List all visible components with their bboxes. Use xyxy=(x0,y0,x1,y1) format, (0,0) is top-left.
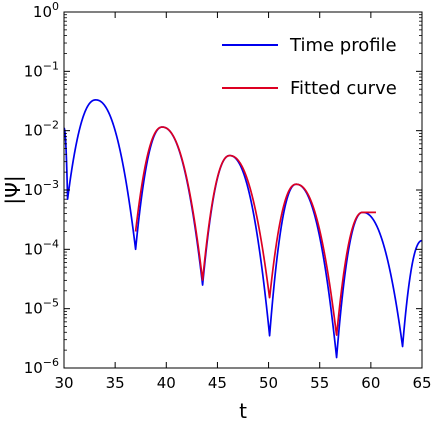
x-tick-label: 35 xyxy=(106,374,125,392)
y-axis: 100 10−1 10−2 10−3 10−4 10−5 10−6 xyxy=(24,0,422,377)
x-tick-label: 30 xyxy=(54,374,73,392)
x-tick-label: 65 xyxy=(412,374,431,392)
y-tick-label: 100 xyxy=(33,0,59,21)
y-tick-label: 10−1 xyxy=(24,59,59,80)
x-tick-label: 45 xyxy=(208,374,227,392)
y-tick-label: 10−4 xyxy=(24,237,59,258)
x-tick-label: 40 xyxy=(157,374,176,392)
legend-label: Time profile xyxy=(289,35,397,56)
series-line-fitted-curve xyxy=(134,126,377,336)
y-axis-label: |Ψ| xyxy=(1,175,25,204)
legend: Time profile Fitted curve xyxy=(222,35,397,99)
x-tick-label: 50 xyxy=(259,374,278,392)
series-layer xyxy=(64,99,422,359)
x-tick-label: 55 xyxy=(310,374,329,392)
legend-label: Fitted curve xyxy=(290,78,397,99)
y-tick-label: 10−2 xyxy=(24,119,59,140)
x-axis-label: t xyxy=(239,399,247,423)
x-axis: 30 35 40 45 50 55 60 65 xyxy=(54,12,432,392)
x-tick-label: 60 xyxy=(361,374,380,392)
y-tick-label: 10−6 xyxy=(24,356,59,377)
y-tick-label: 10−3 xyxy=(24,178,59,199)
y-tick-label: 10−5 xyxy=(24,297,59,318)
